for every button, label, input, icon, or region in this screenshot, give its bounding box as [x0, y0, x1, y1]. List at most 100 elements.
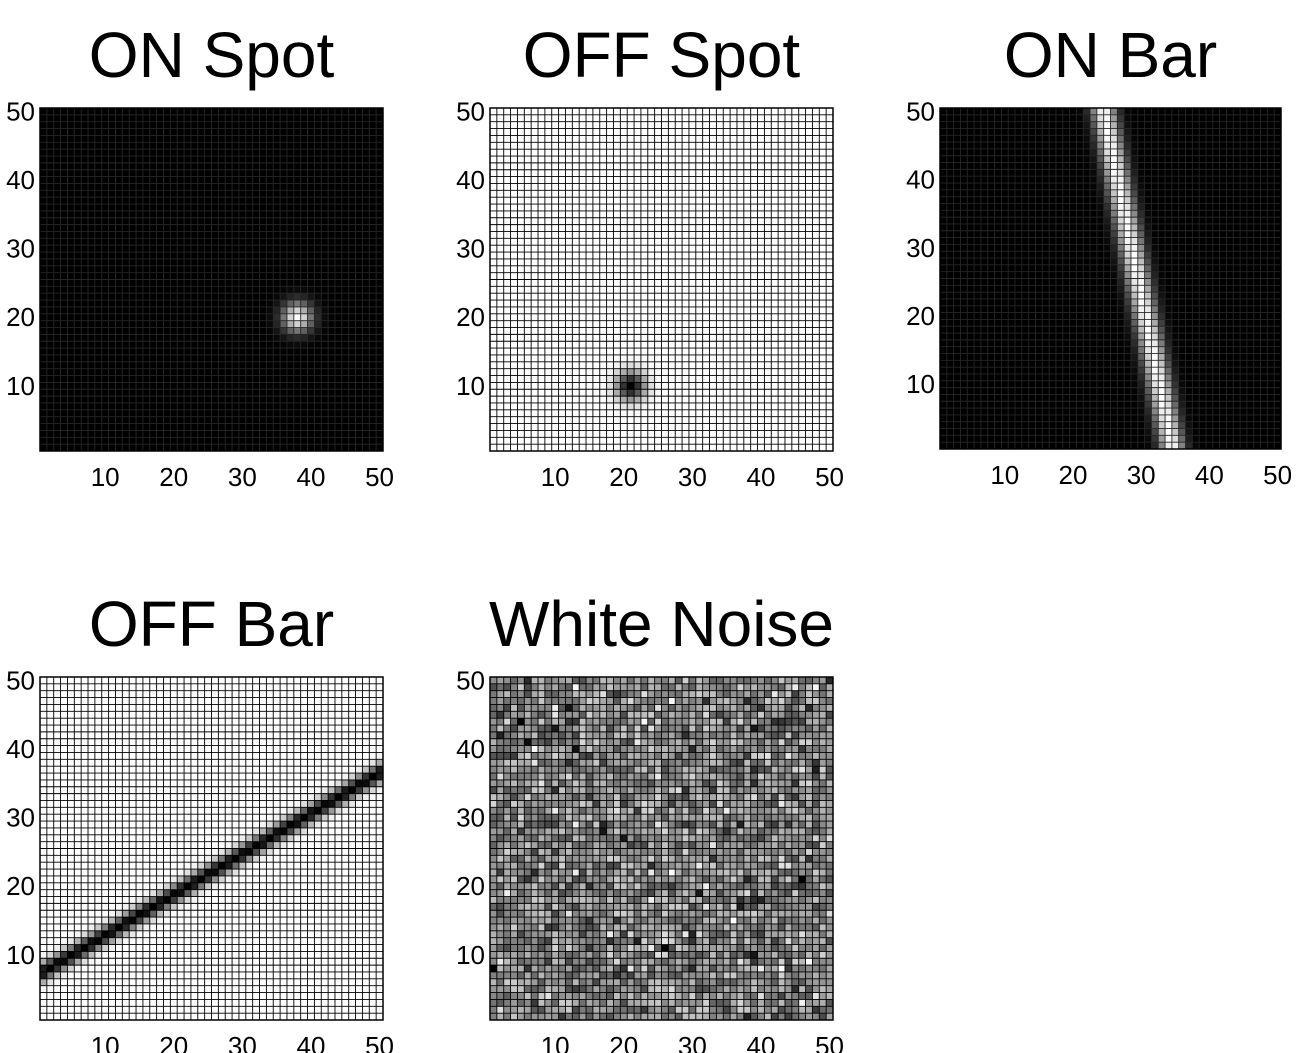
heatmap-cell [716, 293, 724, 301]
heatmap-cell [81, 293, 89, 301]
heatmap-cell [266, 265, 274, 273]
heatmap-cell [184, 149, 191, 157]
heatmap-cell [723, 430, 731, 438]
heatmap-cell [812, 204, 820, 211]
heatmap-cell [259, 306, 267, 314]
heatmap-cell [142, 252, 150, 259]
heatmap-cell [156, 272, 164, 280]
heatmap-cell [204, 409, 212, 417]
heatmap-cell [53, 375, 61, 383]
heatmap-cell [88, 327, 95, 335]
heatmap-cell [524, 135, 532, 143]
heatmap-cell [572, 128, 580, 136]
heatmap-cell [798, 416, 806, 424]
heatmap-cell [225, 265, 233, 273]
heatmap-cell [572, 197, 580, 205]
heatmap-cell [709, 176, 717, 184]
heatmap-cell [736, 348, 744, 355]
heatmap-cell [81, 252, 89, 259]
heatmap-cell [300, 348, 308, 355]
heatmap-cell [156, 204, 164, 211]
heatmap-cell [606, 190, 614, 198]
heatmap-cell [307, 258, 315, 266]
heatmap-cell [661, 293, 669, 301]
heatmap-cell [661, 272, 669, 280]
heatmap-cell [826, 409, 833, 417]
heatmap-cell [551, 354, 559, 362]
heatmap-cell [286, 402, 294, 410]
heatmap-cell [156, 108, 164, 115]
heatmap-cell [579, 224, 587, 232]
heatmap-cell [620, 416, 628, 424]
heatmap-cell [599, 183, 607, 191]
heatmap-cell [812, 423, 820, 431]
heatmap-cell [149, 114, 157, 122]
heatmap-cell [510, 156, 518, 163]
heatmap-cell [531, 327, 539, 335]
heatmap-cell [170, 416, 178, 424]
heatmap-cell [654, 231, 662, 239]
heatmap-cell [108, 238, 116, 246]
heatmap-cell [334, 162, 342, 170]
heatmap-cell [376, 375, 383, 383]
heatmap-cell [115, 231, 123, 239]
heatmap-cell [211, 293, 219, 301]
heatmap-cell [245, 114, 253, 122]
heatmap-cell [40, 279, 47, 287]
heatmap-cell [531, 293, 539, 301]
heatmap-cell [211, 354, 219, 362]
heatmap-cell [647, 210, 655, 218]
heatmap-cell [743, 402, 751, 410]
heatmap-cell [791, 224, 799, 232]
heatmap-cell [129, 252, 137, 259]
heatmap-cell [805, 320, 813, 328]
heatmap-cell [369, 258, 377, 266]
heatmap-cell [280, 197, 287, 205]
heatmap-cell [634, 149, 641, 157]
heatmap-cell [599, 238, 607, 246]
heatmap-cell [53, 169, 61, 177]
heatmap-cell [675, 423, 683, 431]
heatmap-cell [654, 128, 662, 136]
heatmap-cell [74, 300, 82, 307]
heatmap-cell [307, 354, 315, 362]
heatmap-cell [812, 437, 820, 445]
heatmap-cell [716, 368, 724, 376]
heatmap-cell [682, 121, 689, 129]
heatmap-cell [204, 128, 212, 136]
heatmap-cell [74, 258, 82, 266]
heatmap-cell [94, 361, 102, 369]
heatmap-cell [716, 135, 724, 143]
heatmap-cell [190, 437, 198, 445]
heatmap-cell [510, 348, 518, 355]
heatmap-cell [238, 348, 246, 355]
heatmap-cell [136, 149, 143, 157]
heatmap-cell [252, 265, 260, 273]
heatmap-cell [376, 327, 383, 335]
heatmap-cell [40, 334, 47, 342]
heatmap-cell [688, 169, 696, 177]
heatmap-cell [163, 183, 171, 191]
heatmap-cell [750, 238, 758, 246]
heatmap-cell [812, 396, 820, 403]
heatmap-cell [108, 389, 116, 397]
heatmap-cell [503, 341, 511, 349]
heatmap-cell [709, 252, 717, 259]
heatmap-cell [334, 252, 342, 259]
heatmap-cell [280, 430, 287, 438]
heatmap-cell [259, 313, 267, 321]
heatmap-cell [531, 245, 539, 253]
heatmap-cell [606, 300, 614, 307]
heatmap-cell [376, 114, 383, 122]
heatmap-cell [321, 286, 329, 294]
heatmap-cell [743, 389, 751, 397]
heatmap-cell [627, 265, 635, 273]
heatmap-cell [53, 217, 61, 225]
heatmap-cell [177, 272, 185, 280]
heatmap-cell [163, 108, 171, 115]
heatmap-cell [273, 204, 281, 211]
heatmap-cell [778, 396, 785, 403]
heatmap-cell [369, 300, 377, 307]
heatmap-cell [136, 348, 143, 355]
heatmap-cell [225, 306, 233, 314]
